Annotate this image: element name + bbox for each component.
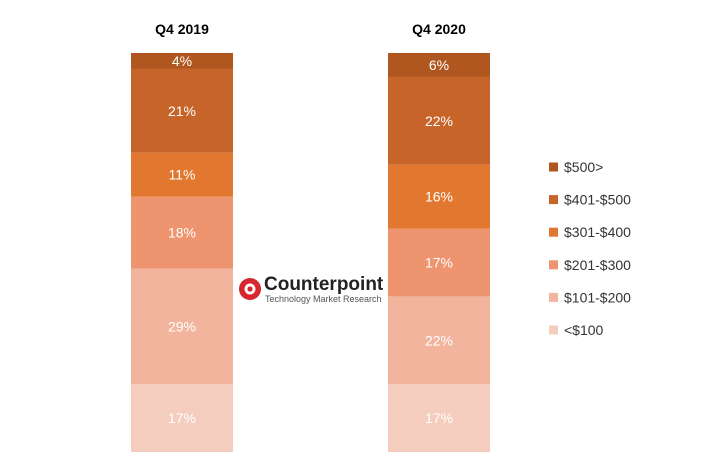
data-label-q4-2019-3: 11% (169, 167, 196, 183)
data-label-q4-2019-0: 17% (168, 410, 196, 426)
data-label-q4-2020-2: 17% (425, 254, 453, 270)
legend-label: $401-$500 (564, 192, 631, 208)
legend-swatch (549, 195, 558, 205)
legend-item-0: $500> (549, 159, 603, 175)
bar-segment-q4-2019-2 (131, 196, 233, 269)
logo-name: Counterpoint (264, 274, 384, 295)
counterpoint-logo-icon (239, 278, 261, 300)
legend-swatch (549, 162, 558, 172)
legend-item-2: $301-$400 (549, 224, 631, 240)
legend: $500> $401-$500 $301-$400 $201-$300 $101-$20… (549, 159, 631, 338)
data-label-q4-2019-1: 29% (168, 318, 196, 334)
data-label-q4-2019-4: 21% (168, 103, 196, 119)
legend-swatch (549, 292, 558, 302)
column-title-q4-2020: Q4 2020 (412, 21, 466, 37)
legend-item-4: $101-$200 (549, 289, 631, 305)
legend-label: $500> (564, 159, 603, 175)
legend-label: $201-$300 (564, 257, 631, 273)
bar-segment-q4-2019-4 (131, 68, 233, 153)
bars (131, 53, 490, 452)
legend-item-1: $401-$500 (549, 192, 631, 208)
bar-segment-q4-2020-4 (388, 76, 490, 165)
bar-segment-q4-2020-0 (388, 384, 490, 452)
bar-segment-q4-2020-3 (388, 164, 490, 229)
legend-label: $101-$200 (564, 289, 631, 305)
bar-segment-q4-2019-1 (131, 268, 233, 385)
legend-item-3: $201-$300 (549, 257, 631, 273)
data-label-q4-2020-3: 16% (425, 189, 453, 205)
logo-tagline: Technology Market Research (265, 294, 382, 304)
legend-item-5: <$100 (549, 322, 604, 338)
legend-label: $301-$400 (564, 224, 631, 240)
data-label-q4-2020-0: 17% (425, 410, 453, 426)
bar-segment-q4-2020-1 (388, 296, 490, 385)
data-label-q4-2019-2: 18% (168, 225, 196, 241)
bar-segment-q4-2019-5 (131, 53, 233, 69)
legend-swatch (549, 260, 558, 270)
data-label-q4-2020-4: 22% (425, 113, 453, 129)
bar-segment-q4-2020-5 (388, 53, 490, 77)
legend-swatch (549, 325, 558, 335)
counterpoint-logo: Counterpoint Technology Market Research (239, 274, 384, 304)
bar-segment-q4-2020-2 (388, 228, 490, 297)
data-label-q4-2019-5: 4% (172, 53, 192, 69)
bar-segment-q4-2019-3 (131, 152, 233, 197)
data-label-q4-2020-5: 6% (429, 57, 449, 73)
column-title-q4-2019: Q4 2019 (155, 21, 209, 37)
data-label-q4-2020-1: 22% (425, 332, 453, 348)
column-titles: Q4 2019 Q4 2020 (155, 21, 466, 37)
legend-label: <$100 (564, 322, 604, 338)
bar-segment-q4-2019-0 (131, 384, 233, 452)
data-labels: 17% 29% 18% 11% 21% 4% 17% 22% 17% 16% 22% 6% (168, 53, 453, 426)
legend-swatch (549, 227, 558, 237)
